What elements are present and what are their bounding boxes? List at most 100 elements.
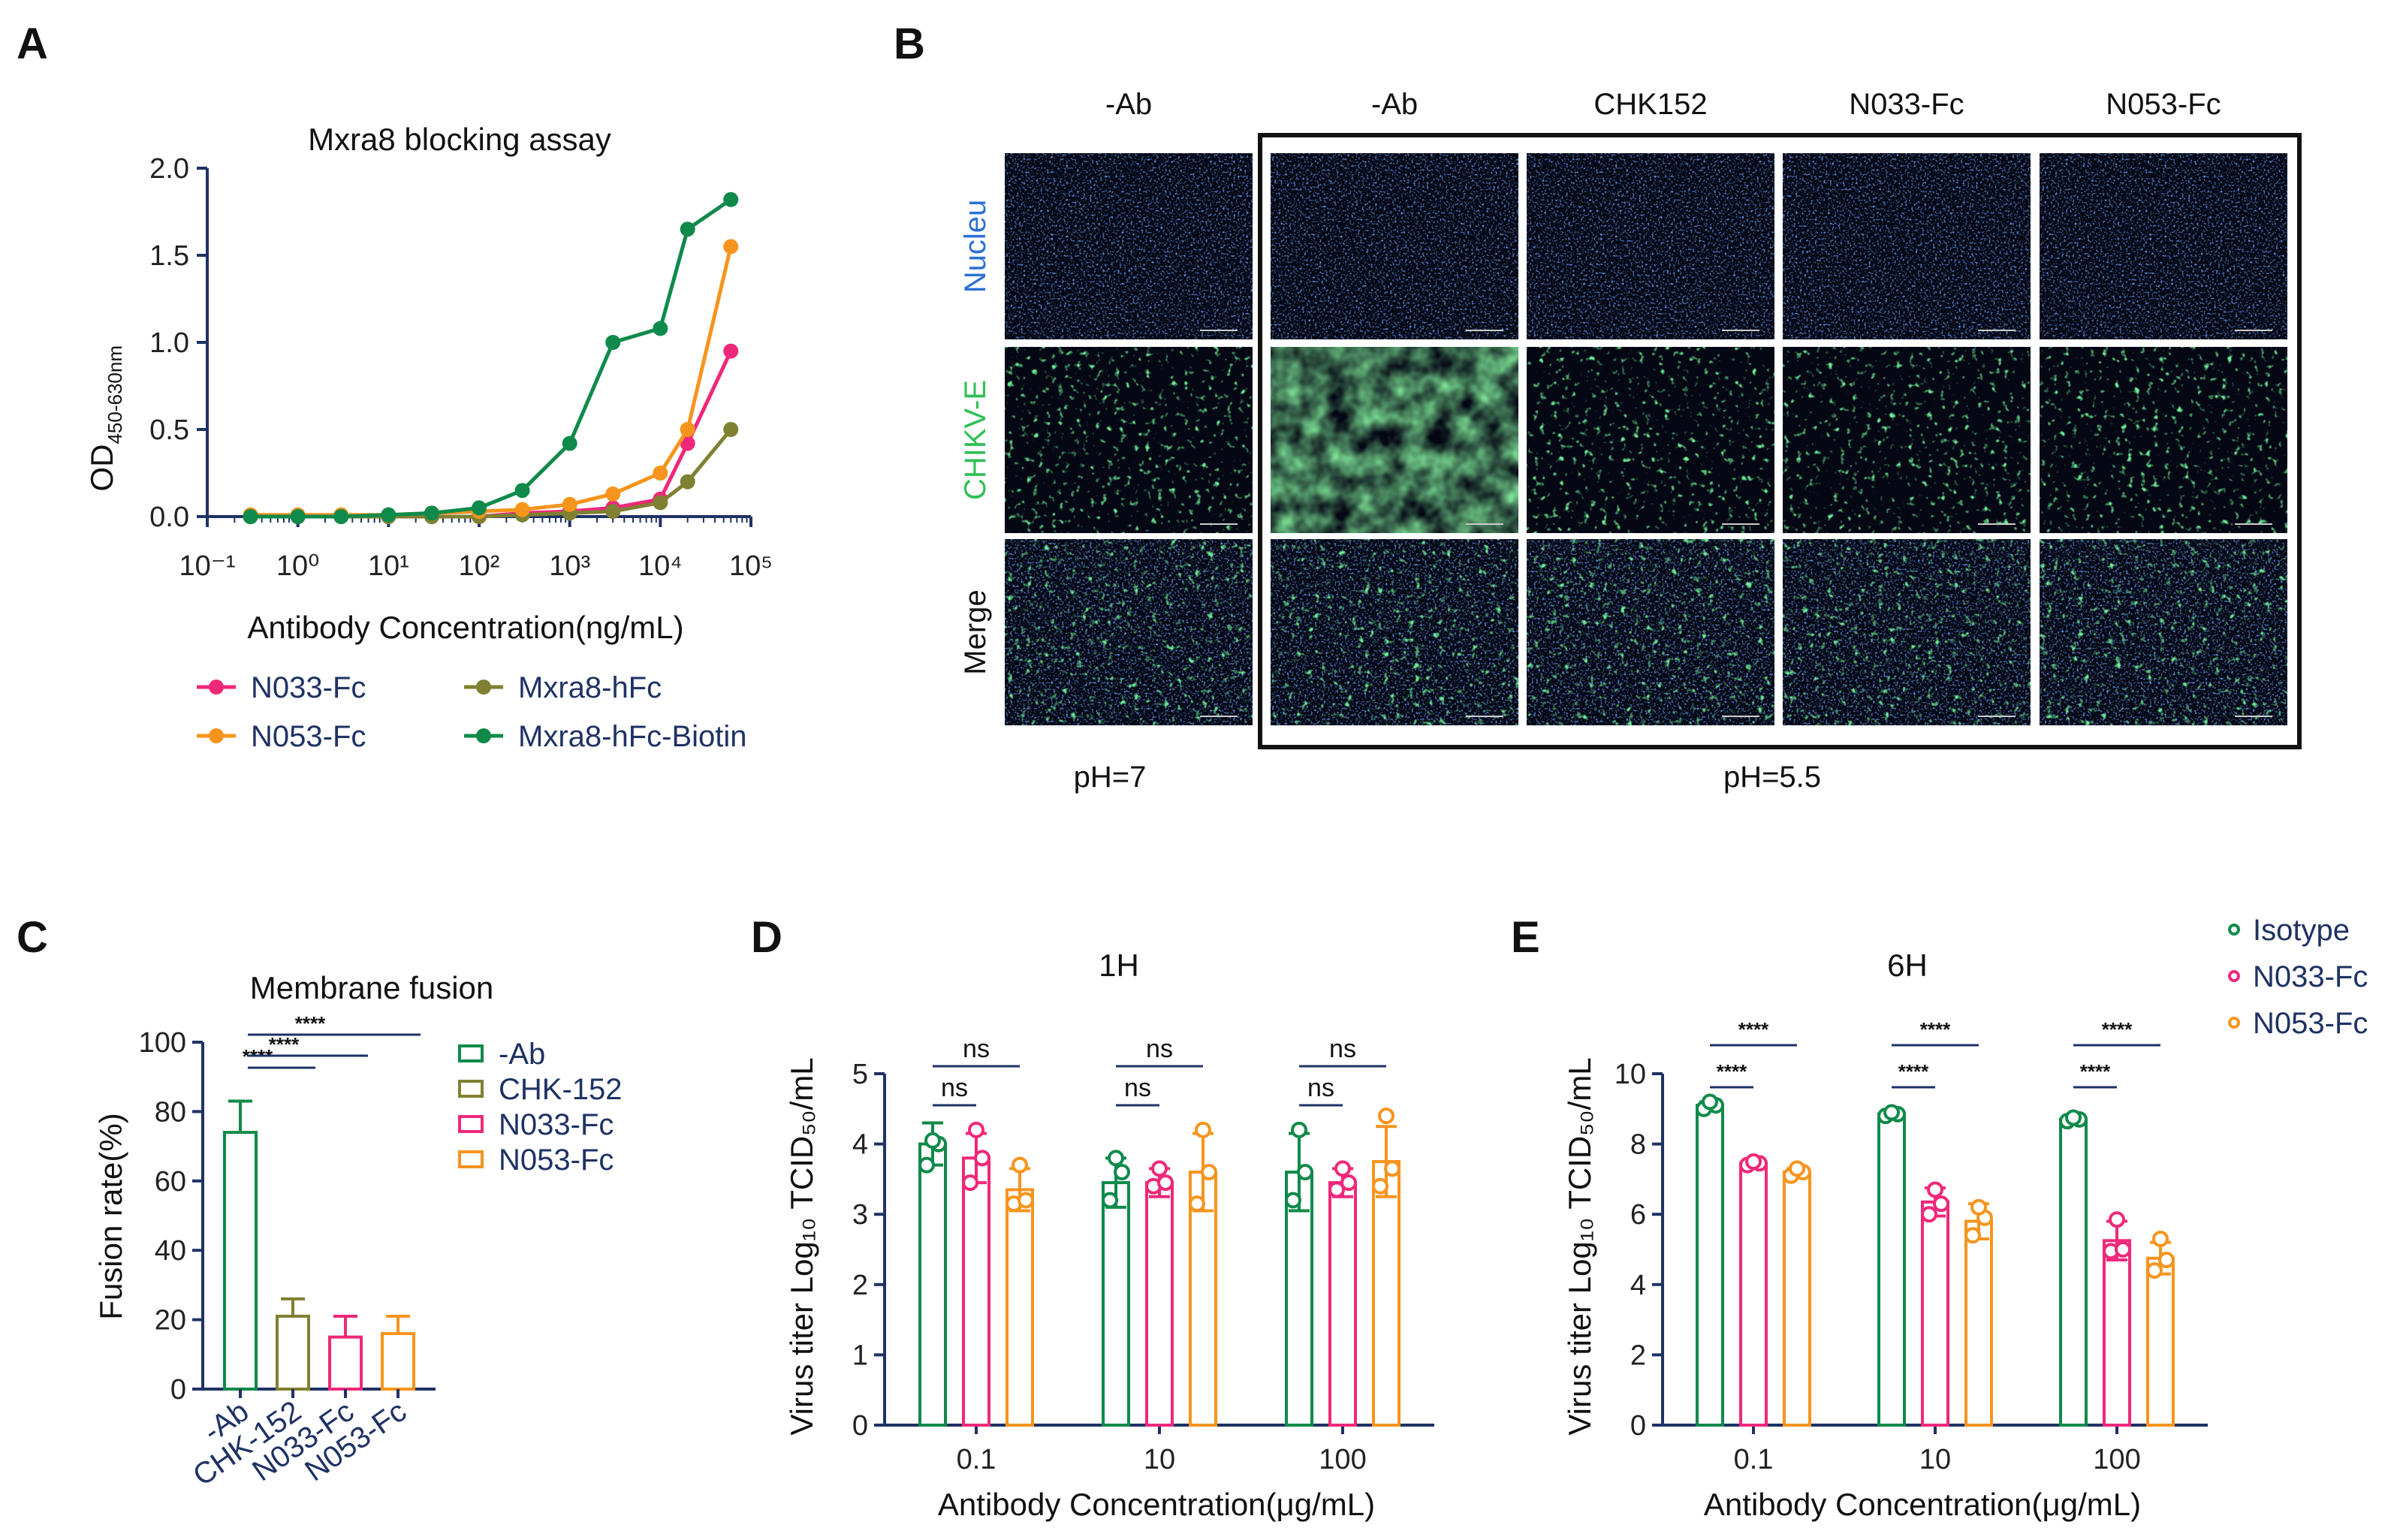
panel-d-ylabel: Virus titer Log₁₀ TCID₅₀/mL — [784, 1057, 819, 1435]
panel-b-micrograph-tile — [1527, 347, 1774, 533]
panel-d-category-label: 10 — [1144, 1444, 1175, 1475]
panel-e-bar — [1921, 1200, 1949, 1427]
panel-c-significance-label: **** — [269, 1033, 300, 1056]
panel-e-bar — [1739, 1162, 1768, 1427]
panel-d-replicate-point — [962, 1174, 978, 1192]
panel-a-xtick-label: 10⁵ — [729, 550, 773, 582]
panel-a-legend-marker — [476, 680, 491, 695]
panel-a-legend-marker — [476, 728, 491, 743]
panel-e-legend-marker — [2228, 924, 2240, 936]
panel-e-replicate-point — [1789, 1160, 1805, 1177]
panel-c-ytick-label: 100 — [139, 1027, 186, 1059]
panel-b-chikv-stain — [1271, 539, 1518, 725]
panel-a-ylabel-sub: 450-630nm — [104, 345, 126, 445]
panel-c-legend-swatch — [458, 1080, 484, 1098]
panel-d-bar — [918, 1142, 947, 1427]
panel-e-replicate-point — [1970, 1198, 1987, 1216]
panel-e-replicate-point — [1927, 1181, 1943, 1198]
panel-d-bar — [1145, 1181, 1174, 1427]
panel-b-ph55-frame — [1258, 133, 2302, 749]
panel-a-data-point — [723, 343, 739, 359]
panel-label-c: C — [17, 913, 48, 962]
panel-c-significance-label: **** — [295, 1012, 326, 1035]
panel-a-legend-label: Mxra8-hFc-Biotin — [518, 720, 747, 753]
panel-b-row-header: CHIKV-E — [959, 380, 992, 500]
panel-d-significance-label: ns — [963, 1035, 990, 1063]
panel-c-bar — [381, 1332, 415, 1391]
panel-e-bar — [1783, 1171, 1811, 1427]
panel-a-data-point — [723, 422, 739, 437]
panel-b-micrograph-tile — [1271, 347, 1518, 533]
panel-d-replicate-point — [968, 1121, 984, 1138]
panel-e-significance-label: **** — [1717, 1060, 1747, 1083]
panel-a-data-point — [381, 507, 396, 523]
panel-a-data-point — [514, 483, 530, 499]
panel-a-ytick-label: 1.5 — [149, 240, 189, 272]
panel-d-replicate-point — [1384, 1160, 1401, 1177]
panel-c-ytick-label: 60 — [155, 1166, 186, 1198]
panel-e-ytick-label: 0 — [1630, 1410, 1646, 1442]
panel-d-category-label: 0.1 — [957, 1444, 996, 1475]
panel-e-replicate-point — [2158, 1252, 2175, 1269]
panel-e-plot: 0 2 4 6 8 10 0.1 **** **** 10 **** **** 100 **** **** — [1615, 1018, 2208, 1475]
panel-e-significance-label: **** — [1898, 1060, 1929, 1083]
panel-a-ylabel-main: OD — [84, 445, 119, 492]
panel-c-legend-label: N033-Fc — [499, 1108, 614, 1141]
panel-d-ytick-label: 0 — [852, 1410, 868, 1442]
panel-d-replicate-point — [1291, 1121, 1307, 1138]
panel-b-micrograph-tile — [1005, 153, 1253, 339]
panel-d-replicate-point — [924, 1132, 941, 1149]
panel-c-plot: 020406080100-AbCHK-152N033-FcN053-Fc****… — [139, 1012, 436, 1493]
panel-d-significance-label: ns — [1146, 1035, 1173, 1063]
panel-d-bar — [1328, 1181, 1357, 1427]
panel-a-data-point — [653, 321, 668, 336]
panel-d-replicate-point — [1297, 1164, 1313, 1181]
panel-label-b: B — [894, 20, 925, 68]
panel-d-significance-label: ns — [941, 1074, 968, 1102]
panel-c-legend-label: N053-Fc — [499, 1144, 614, 1177]
panel-b-micrograph-tile — [2040, 539, 2287, 725]
panel-a-ytick-label: 1.0 — [149, 327, 189, 359]
panel-b-chikv-stain — [2040, 539, 2287, 725]
panel-d-replicate-point — [1151, 1160, 1168, 1177]
panel-d-significance-label: ns — [1307, 1074, 1334, 1102]
panel-b-micrograph-tile — [1783, 539, 2031, 725]
panel-b-chikv-stain — [1005, 347, 1253, 533]
panel-e-legend-marker — [2228, 1017, 2240, 1029]
panel-a-xlabel: Antibody Concentration(ng/mL) — [247, 610, 683, 645]
panel-b-chikv-stain — [1783, 347, 2031, 533]
panel-d-ytick-label: 5 — [852, 1059, 868, 1090]
panel-d-replicate-point — [1372, 1177, 1388, 1195]
panel-label-a: A — [17, 20, 48, 68]
panel-e-significance-label: **** — [2102, 1018, 2133, 1041]
panel-d-replicate-point — [1102, 1192, 1118, 1209]
panel-c-ytick-label: 40 — [155, 1235, 186, 1267]
panel-c-title: Membrane fusion — [250, 970, 494, 1005]
panel-e-legend-marker — [2228, 970, 2240, 982]
panel-a-xtick-label: 10¹ — [368, 550, 409, 582]
panel-a-xtick-label: 10³ — [549, 550, 590, 582]
panel-b-micrograph-tile — [1271, 539, 1518, 725]
panel-e-ylabel: Virus titer Log₁₀ TCID₅₀/mL — [1562, 1057, 1597, 1435]
panel-e-bar — [2103, 1239, 2131, 1427]
panel-e-replicate-point — [2109, 1211, 2125, 1228]
panel-d-replicate-point — [974, 1150, 990, 1167]
panel-e-replicate-point — [2152, 1230, 2169, 1247]
panel-a-legend-marker — [209, 728, 224, 743]
panel-b-column-header: N053-Fc — [2106, 88, 2221, 121]
panel-d-replicate-point — [1328, 1181, 1345, 1198]
panel-b-chikv-stain — [2040, 347, 2287, 533]
panel-b-chikv-stain — [1527, 539, 1774, 725]
panel-d-replicate-point — [1157, 1174, 1174, 1192]
panel-e-replicate-point — [2065, 1109, 2082, 1126]
panel-a-ytick-label: 2.0 — [149, 153, 189, 185]
panel-c-legend-swatch — [458, 1115, 484, 1133]
panel-b-row-header: Nucleu — [959, 200, 992, 294]
panel-e-category-label: 10 — [1919, 1444, 1951, 1475]
panel-e-bar — [1877, 1112, 1906, 1427]
panel-b-ph-right: pH=5.5 — [1723, 761, 1821, 794]
panel-e-significance-label: **** — [2080, 1060, 2111, 1083]
panel-d-ytick-label: 4 — [852, 1129, 868, 1161]
panel-e-category-label: 0.1 — [1734, 1444, 1774, 1475]
